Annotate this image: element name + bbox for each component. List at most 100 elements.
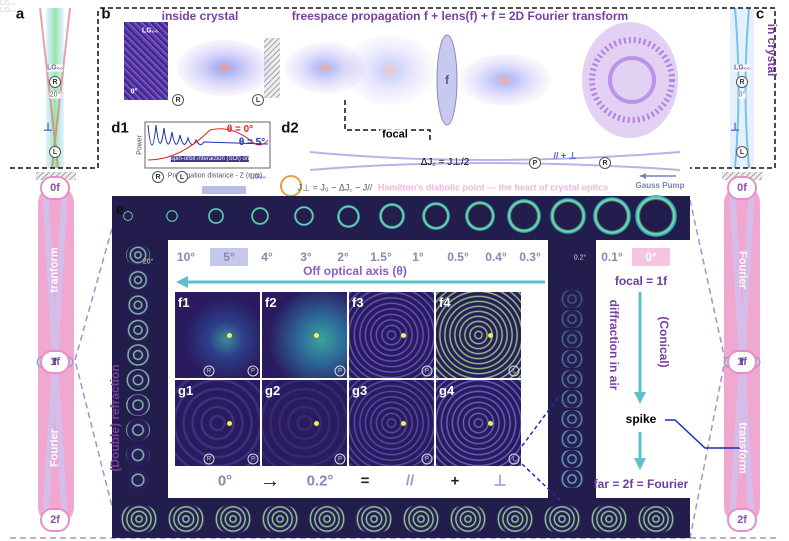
crystal-title: inside crystal <box>162 10 239 22</box>
panel-label: g2 <box>265 383 280 398</box>
angle-label: 0° <box>645 251 656 263</box>
angle-label: 2° <box>337 251 348 263</box>
equation-term: + <box>451 474 460 489</box>
polarization: P <box>248 366 259 377</box>
polarization: R <box>152 171 164 183</box>
ring-thumb <box>355 504 393 534</box>
ring-thumb <box>126 394 150 416</box>
polarization: P <box>422 454 433 465</box>
station: 2f <box>40 508 70 532</box>
lens-label: f <box>740 358 743 368</box>
polarization: R <box>599 157 611 169</box>
equation: J⊥ = J₀ − ΔJ꜀ − J// <box>298 184 372 193</box>
angle-label: 10° <box>177 251 195 263</box>
ring-thumb <box>167 504 205 534</box>
station: 2f <box>727 508 757 532</box>
spike: spike <box>626 413 657 425</box>
polarization: R <box>736 76 748 88</box>
equation-term: // <box>406 474 414 489</box>
pol-sum: // + ⊥ <box>553 152 576 161</box>
relation: ΔJ꜀ = J⊥/2 <box>421 158 470 168</box>
spot <box>401 333 406 338</box>
polarization: L <box>49 146 61 158</box>
polarization: L <box>176 171 188 183</box>
conical: (Conical) <box>658 316 670 367</box>
panel-title: in crystal <box>766 24 778 77</box>
ring-thumb <box>402 504 440 534</box>
polarization: P <box>335 366 346 377</box>
ring-thumb <box>507 199 540 232</box>
equation-term: 0.2° <box>307 474 334 489</box>
lens-label: f <box>445 74 449 86</box>
ring-thumb <box>214 504 252 534</box>
angle-label: 0.5° <box>447 251 468 263</box>
refraction: (Double) refraction <box>109 364 121 471</box>
ring-thumb <box>558 470 586 488</box>
polarization: L <box>252 94 264 106</box>
panel-label: f4 <box>439 295 451 310</box>
far-label: far = 2f = Fourier <box>594 478 689 490</box>
stage-label: Fourier <box>50 429 61 467</box>
angle-label: 0.4° <box>485 251 506 263</box>
axis-title: Off optical axis (θ) <box>303 265 407 277</box>
focal-label: focal = 1f <box>615 275 667 287</box>
ring-thumb <box>126 419 150 441</box>
panel-label: a <box>16 7 24 22</box>
angle-label: 0.1° <box>601 251 622 263</box>
panel-label: g3 <box>352 383 367 398</box>
theta-label: θ = 0° <box>227 125 253 135</box>
ring-thumb <box>123 211 133 221</box>
ring-thumb <box>261 504 299 534</box>
lens-label: f <box>53 358 56 368</box>
ring-thumb <box>558 390 586 408</box>
equation-term: → <box>260 471 280 491</box>
polarization: R <box>49 76 61 88</box>
ring-thumb <box>550 198 586 234</box>
ring-thumb <box>126 369 150 391</box>
ring-thumb <box>558 430 586 448</box>
angle-label: 4° <box>261 251 272 263</box>
beam-mode: LG₀₀ <box>47 65 63 72</box>
spot <box>401 421 406 426</box>
ring-thumb <box>558 350 586 368</box>
polarization-perp: ⊥ <box>730 123 740 134</box>
beam-mode: LG₀₀ <box>734 65 750 72</box>
angle-label: 20° <box>143 259 154 266</box>
equation-term: ⊥ <box>493 474 506 489</box>
ring-thumb <box>208 208 223 223</box>
theta-label: θ = 5° <box>239 138 265 148</box>
station: 0f <box>40 176 70 200</box>
ring-thumb <box>558 450 586 468</box>
angle: 20° <box>50 92 61 99</box>
panel-label: c <box>756 7 764 22</box>
figure: aLG₀₀R20°⊥L0f1f2fftranformFouriercLG₀₀R0… <box>0 0 789 541</box>
spot <box>314 421 319 426</box>
polarization: P <box>422 366 433 377</box>
panel-label: g4 <box>439 383 454 398</box>
spot <box>488 421 493 426</box>
stage-label: Fourier <box>737 251 748 289</box>
spot <box>314 333 319 338</box>
ring-thumb <box>558 310 586 328</box>
polarization-perp: ⊥ <box>43 123 53 134</box>
polarization: P <box>248 454 259 465</box>
y-axis-label: Power <box>137 135 144 155</box>
soi-label: spin-orbit interaction (SOI) on <box>171 156 249 162</box>
angle-label: 1° <box>412 251 423 263</box>
polarization: L <box>736 146 748 158</box>
panel-label: d2 <box>281 121 299 136</box>
panel-label: g1 <box>178 383 193 398</box>
ring-thumb <box>251 207 269 225</box>
angle-label: 3° <box>300 251 311 263</box>
polarization: L <box>509 366 520 377</box>
panel-label: f2 <box>265 295 277 310</box>
freespace-title: freespace propagation f + lens(f) + f = … <box>292 10 628 22</box>
ring-thumb <box>120 504 158 534</box>
station: 0f <box>727 176 757 200</box>
equation-term: = <box>361 474 370 489</box>
ring-thumb <box>126 469 150 491</box>
panel-label: d1 <box>111 121 129 136</box>
angle: 0° <box>739 92 746 99</box>
beam-mode: LG₀₀ <box>142 28 158 35</box>
panel-label: b <box>101 7 110 22</box>
